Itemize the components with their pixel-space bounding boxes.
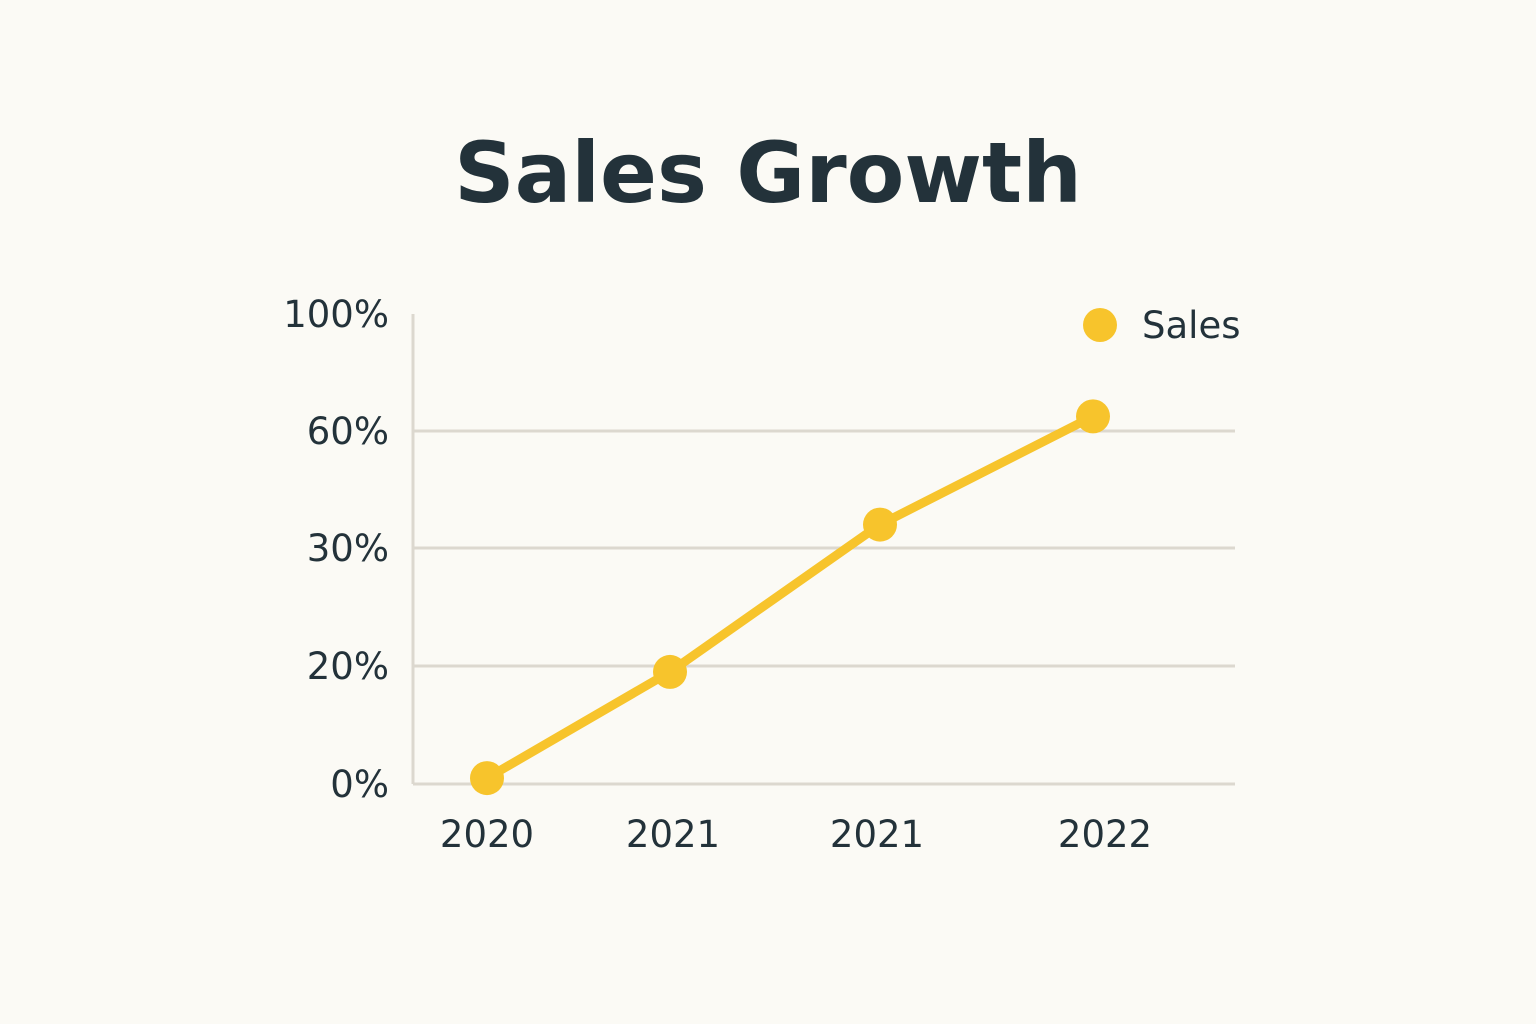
gridlines — [413, 429, 1235, 668]
data-point — [863, 507, 897, 542]
data-point — [1076, 399, 1110, 434]
legend: Sales — [1083, 304, 1240, 347]
y-tick-label: 0% — [330, 763, 389, 806]
legend-marker-sales — [1083, 308, 1117, 342]
y-tick-labels: 0% 20% 30% 60% 100% — [283, 293, 389, 806]
series-line-sales — [482, 411, 1098, 783]
y-tick-label: 20% — [307, 645, 389, 688]
data-point — [653, 654, 687, 689]
axes — [411, 314, 1235, 786]
x-tick-label: 2020 — [440, 813, 534, 856]
legend-label-sales: Sales — [1142, 304, 1240, 347]
x-tick-labels: 2020 2021 2021 2022 — [440, 813, 1152, 856]
y-tick-label: 100% — [283, 293, 389, 336]
data-point — [470, 761, 504, 796]
y-tick-label: 60% — [307, 410, 389, 453]
x-tick-label: 2021 — [626, 813, 720, 856]
x-tick-label: 2022 — [1058, 813, 1152, 856]
x-tick-label: 2021 — [830, 813, 924, 856]
chart-title: Sales Growth — [454, 124, 1082, 222]
series-sales — [470, 399, 1110, 796]
y-tick-label: 30% — [307, 527, 389, 570]
